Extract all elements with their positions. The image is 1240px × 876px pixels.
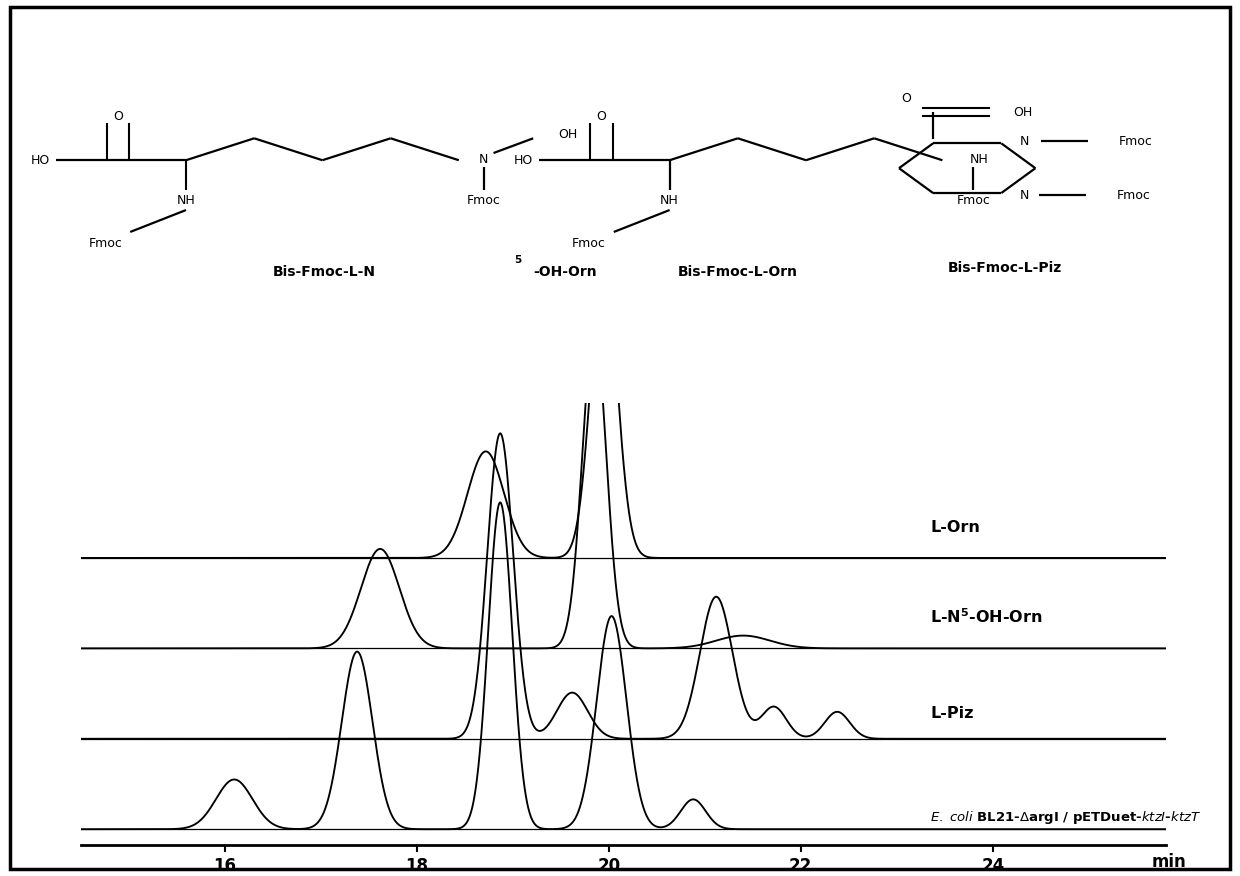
Text: L-Piz: L-Piz [930, 706, 973, 721]
Text: L-Orn: L-Orn [930, 520, 981, 535]
Text: OH: OH [558, 128, 578, 141]
Text: Fmoc: Fmoc [572, 237, 606, 251]
Text: NH: NH [970, 153, 988, 166]
Text: Fmoc: Fmoc [88, 237, 123, 251]
Text: NH: NH [176, 194, 196, 207]
Text: O: O [901, 92, 910, 105]
Text: HO: HO [513, 153, 533, 166]
Text: L-N$^{\mathbf{5}}$-OH-Orn: L-N$^{\mathbf{5}}$-OH-Orn [930, 607, 1043, 625]
Text: Fmoc: Fmoc [1118, 135, 1153, 148]
Text: N: N [1019, 135, 1029, 148]
Text: N: N [479, 153, 489, 166]
Text: Bis-Fmoc-L-N: Bis-Fmoc-L-N [273, 265, 376, 279]
Text: HO: HO [30, 153, 50, 166]
Text: 5: 5 [515, 255, 522, 265]
Text: -OH-Orn: -OH-Orn [533, 265, 596, 279]
Text: $\mathit{E.\ coli}$ BL21-$\Delta$argI / pETDuet-$\mathit{ktzI}$-$\mathit{ktzT}$: $\mathit{E.\ coli}$ BL21-$\Delta$argI / … [930, 809, 1202, 826]
Text: NH: NH [660, 194, 680, 207]
Text: O: O [596, 110, 606, 123]
Text: OH: OH [1014, 106, 1033, 119]
Text: Fmoc: Fmoc [1116, 188, 1151, 201]
Text: Fmoc: Fmoc [466, 194, 501, 207]
Text: O: O [113, 110, 123, 123]
Text: Bis-Fmoc-L-Piz: Bis-Fmoc-L-Piz [947, 261, 1061, 275]
Text: Fmoc: Fmoc [956, 194, 991, 207]
Text: N: N [1019, 188, 1029, 201]
Text: min: min [1151, 853, 1185, 872]
Text: Bis-Fmoc-L-Orn: Bis-Fmoc-L-Orn [678, 265, 797, 279]
